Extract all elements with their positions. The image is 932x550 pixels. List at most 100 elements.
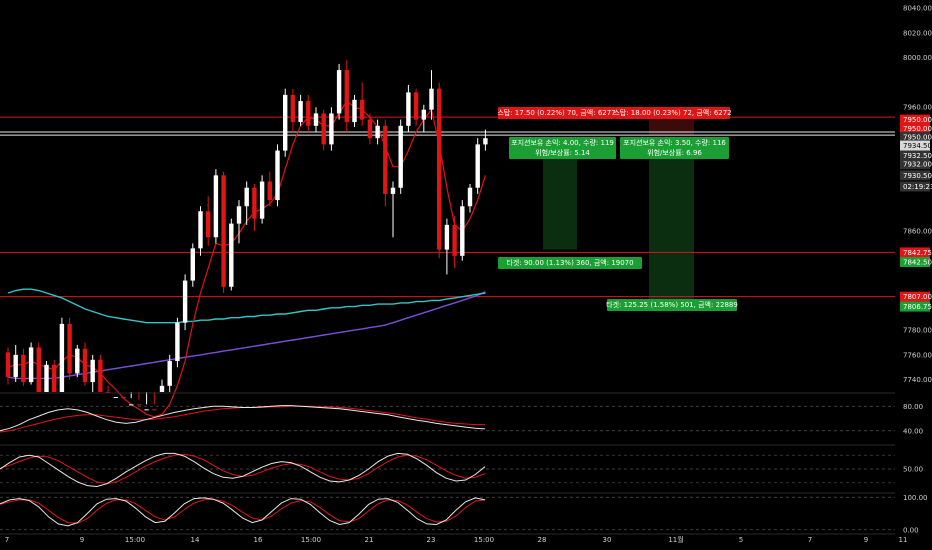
target-label-1-box xyxy=(498,257,642,269)
price-tag-text: 7934.50 xyxy=(903,142,932,150)
price-axis[interactable]: 80.00 40.00 50.00 100.00 0.00 8040.00 8020.00 8… xyxy=(903,5,932,535)
candle-body xyxy=(5,352,11,378)
candle-body xyxy=(460,206,465,256)
price-tag-text: 7930.50 xyxy=(903,172,932,180)
osc3-signal-line xyxy=(0,498,486,524)
candle-body xyxy=(252,187,257,219)
candle-body xyxy=(313,113,319,126)
horizontal-lines xyxy=(0,116,895,298)
stop-label-1-text: 스탑: 17.50 (0.22%) 70, 금액: 6277 xyxy=(497,109,615,117)
x-tick-label: 16 xyxy=(254,536,263,544)
candle-body xyxy=(383,125,388,194)
position-box-2-box xyxy=(620,137,729,159)
stop-label-2-text: 스탑: 18.00 (0.23%) 72, 금액: 6272 xyxy=(613,109,731,117)
price-tag: 02:19:23 xyxy=(900,181,932,192)
price-tag-text: 02:19:23 xyxy=(903,183,932,191)
price-tag-box xyxy=(900,150,930,161)
position-box-1-box xyxy=(509,137,616,159)
x-tick-label: 11월 xyxy=(668,535,683,544)
candle-body xyxy=(206,211,211,238)
stop-zone-2b xyxy=(649,117,694,135)
osc1-main-line xyxy=(0,405,486,432)
candle-body xyxy=(283,94,288,151)
candle-body xyxy=(444,224,450,250)
osc-y-tick: 100.00 xyxy=(903,494,928,502)
candle-body xyxy=(406,92,411,126)
price-tag-text: 7950.00 xyxy=(903,125,932,133)
candle-body xyxy=(375,125,380,139)
osc-y-tick: 0.00 xyxy=(903,526,919,534)
y-tick-label: 8000.00 xyxy=(903,54,932,62)
x-tick-label: 15:00 xyxy=(301,536,321,544)
y-tick-label: 7760.00 xyxy=(903,351,932,359)
position-box-2-text: 위험/보상률: 6.96 xyxy=(647,148,702,157)
price-tag: 7950.00 xyxy=(900,131,932,142)
candle-body xyxy=(221,175,226,287)
y-tick-label: 8020.00 xyxy=(903,29,932,37)
time-axis[interactable]: 7 9 15:00 14 16 15:00 21 23 15:00 28 30 11월 5 7 9 11 xyxy=(5,535,908,544)
price-tag-box xyxy=(900,159,930,170)
candle-body xyxy=(167,361,172,386)
target-label-1: 타겟: 90.00 (1.13%) 360, 금액: 19070 xyxy=(498,257,642,269)
candle-body xyxy=(360,99,365,120)
candle-body xyxy=(421,109,426,120)
candle-body xyxy=(129,404,134,406)
price-tag-box xyxy=(900,257,930,267)
price-tag: 7930.50 xyxy=(900,170,932,181)
price-tag-box xyxy=(900,170,930,181)
candle-body xyxy=(182,280,188,323)
price-tag-box xyxy=(900,114,930,125)
candle-body xyxy=(352,99,357,123)
candle-body xyxy=(298,101,303,123)
candle-body xyxy=(190,248,195,281)
oscillator-panes xyxy=(0,392,895,535)
stop-label-1-box xyxy=(498,107,615,119)
x-tick-label: 21 xyxy=(365,536,374,544)
candle-body xyxy=(336,70,342,114)
x-tick-label: 7 xyxy=(808,536,812,544)
stop-label-1: 스탑: 17.50 (0.22%) 70, 금액: 6277 xyxy=(497,107,616,119)
candle-body xyxy=(429,88,434,110)
candle-body xyxy=(121,396,126,398)
position-box-1-text: 위험/보상률: 5.14 xyxy=(535,148,590,157)
candle-body xyxy=(306,101,311,126)
candle-body xyxy=(28,347,34,383)
candle-body xyxy=(437,88,442,250)
candle-body xyxy=(483,138,488,145)
candle-body xyxy=(390,187,396,194)
osc3-main-line xyxy=(0,497,486,527)
osc2-main-line xyxy=(0,452,486,488)
price-tag-box xyxy=(900,123,930,134)
candle-body xyxy=(113,396,118,398)
price-tag-box xyxy=(900,247,930,258)
price-tag-box xyxy=(900,291,930,302)
candle-body xyxy=(90,359,95,383)
candle-body xyxy=(136,404,142,406)
target-label-1-text: 타겟: 90.00 (1.13%) 360, 금액: 19070 xyxy=(506,258,633,267)
candle-body xyxy=(344,70,349,123)
ma-slow-line xyxy=(7,288,486,324)
candle-body xyxy=(59,323,65,392)
target-label-2-text: 타겟: 125.25 (1.58%) 501, 금액: 22889 xyxy=(606,300,738,309)
price-tag: 7950.00 xyxy=(900,123,932,134)
x-tick-label: 15:00 xyxy=(474,536,494,544)
price-tag-box xyxy=(900,301,930,312)
candle-body xyxy=(67,323,72,374)
candle-body xyxy=(475,144,480,188)
price-tag: 7932.00 xyxy=(900,159,932,170)
price-tag-text: 7950.00 xyxy=(903,133,932,141)
candle-body xyxy=(398,125,403,188)
x-tick-label: 7 xyxy=(5,536,9,544)
candle-body xyxy=(36,347,41,392)
x-tick-label: 14 xyxy=(191,536,200,544)
candle-body xyxy=(367,119,373,139)
stop-label-2: 스탑: 18.00 (0.23%) 72, 금액: 6272 xyxy=(613,107,732,119)
candle-body xyxy=(144,409,149,411)
candle-body xyxy=(452,224,457,256)
position-box-2-text: 포지션보유 손익: 3.50, 수량: 116 xyxy=(623,138,726,147)
price-tag-text: 7806.75 xyxy=(903,303,932,311)
y-tick-label: 8040.00 xyxy=(903,5,932,13)
profit-zone-2 xyxy=(649,138,694,302)
